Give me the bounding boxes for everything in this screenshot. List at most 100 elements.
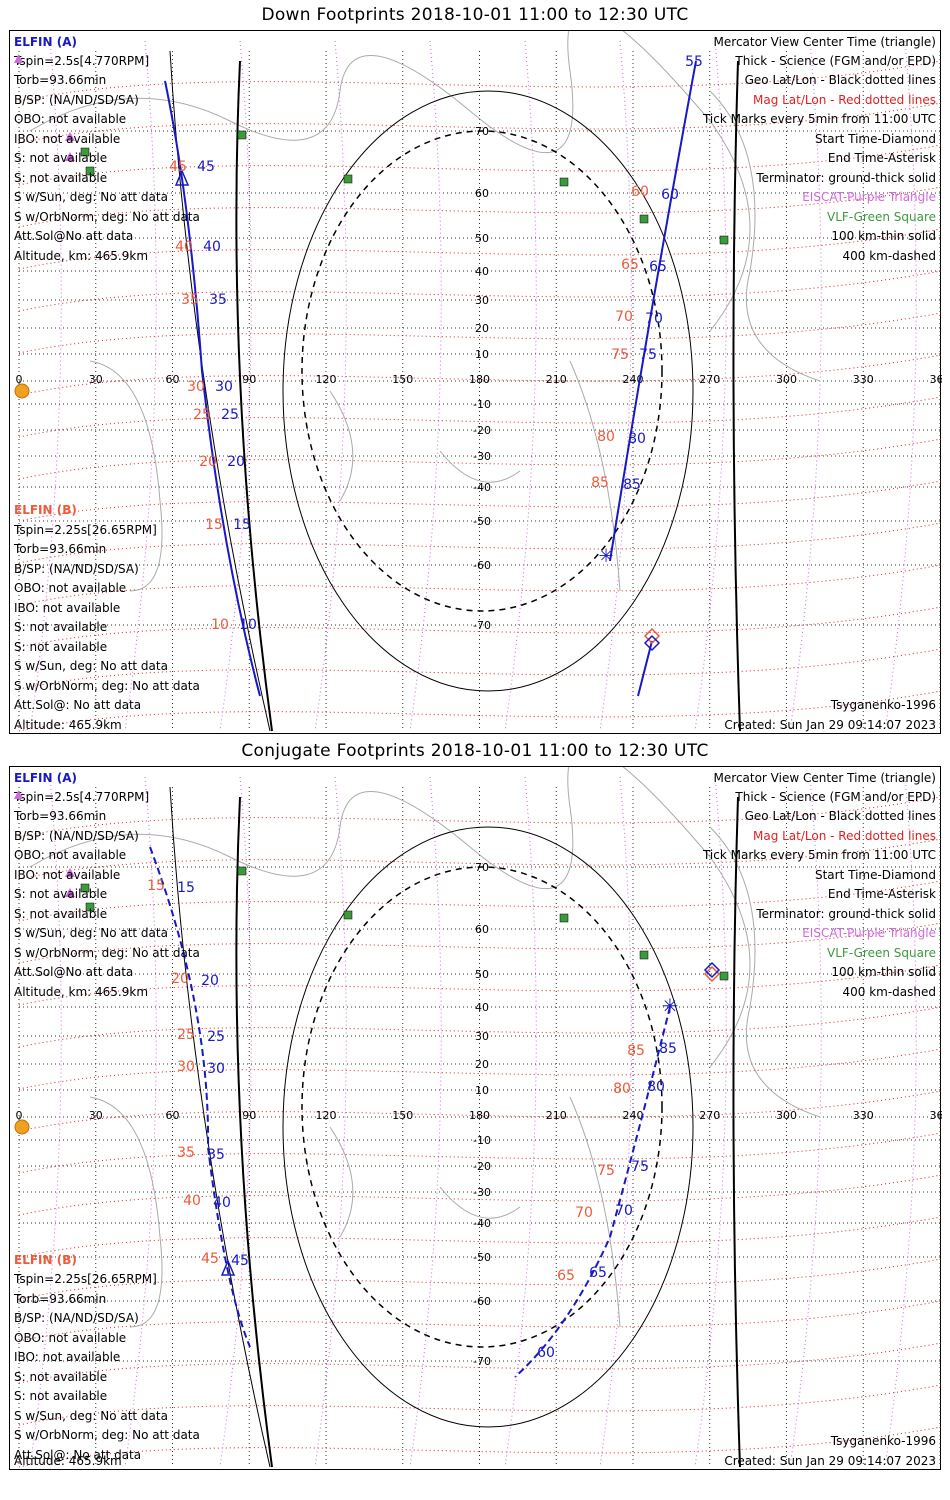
legend-eiscat: EISCAT-Purple Triangle (802, 926, 936, 940)
mag-lon-line (409, 40, 442, 732)
mag-lat-line (18, 648, 942, 690)
legend-100km: 100 km-thin solid (831, 965, 936, 979)
track-tick-b: 85 (627, 1043, 645, 1059)
mag-lat-line (18, 102, 942, 144)
track-tick-a: 85 (623, 477, 641, 493)
elfin-a-name: ELFIN (A) (14, 35, 77, 49)
elfin-a-tspin: Tspin= 2.5s[4.770RPM] (14, 54, 150, 68)
continent-outline (29, 767, 821, 1328)
lat-label: -20 (473, 1160, 491, 1173)
mag-lon-line (409, 776, 442, 1468)
legend-geo-grid: Geo Lat/Lon - Black dotted lines (744, 73, 936, 87)
track-tick-a: 30 (215, 379, 233, 395)
mag-lat-line (18, 186, 942, 228)
track-tick-b: 25 (193, 407, 211, 423)
elfin-b-s2: S: not available (14, 1389, 108, 1403)
range-100km-ellipse (282, 826, 694, 1428)
mag-lat-line (18, 270, 942, 312)
square-icon (639, 950, 649, 960)
lon-label: 360 (930, 373, 943, 386)
lon-label: 30 (89, 373, 103, 386)
lon-label: 90 (242, 373, 256, 386)
terminator-line (235, 796, 273, 1468)
terminator-line (732, 60, 741, 732)
elfin-b-s1: S: not available (14, 1370, 108, 1384)
elfin-a-track (164, 80, 261, 697)
elfin-b-att: Att.Sol@: No att data (14, 1448, 142, 1462)
legend-vlf: VLF-Green Square (827, 210, 936, 224)
track-tick-a: 65 (649, 259, 667, 275)
lon-label: 330 (853, 1109, 874, 1122)
lat-label: -60 (473, 559, 491, 572)
legend-vlf: VLF-Green Square (827, 946, 936, 960)
purple-triangle-icon (14, 790, 23, 799)
track-tick-b: 30 (187, 379, 205, 395)
elfin-a-track (609, 60, 697, 562)
lon-label: 150 (392, 1109, 413, 1122)
legend-center-time: Mercator View Center Time (triangle) (713, 771, 936, 785)
lon-label: 180 (469, 373, 490, 386)
legend-center-time: Mercator View Center Time (triangle) (713, 35, 936, 49)
legend-end: End Time-Asterisk (827, 151, 936, 165)
map-frame: 0 30 60 90 120 150 180 210 240 270 300 330 360 70 60 50… (9, 30, 943, 734)
mag-lat-line (18, 1300, 942, 1342)
mag-lat-line (18, 522, 942, 564)
track-tick-a: 80 (647, 1079, 665, 1095)
triangle-icon (174, 169, 190, 186)
elfin-b-obo: OBO: not available (14, 1331, 127, 1345)
mag-lon-line (314, 40, 347, 732)
track-tick-b: 65 (557, 1268, 575, 1284)
lat-label: 60 (475, 923, 489, 936)
track-tick-b: 85 (591, 475, 609, 491)
track-tick-a: 55 (685, 54, 703, 70)
legend-science: Thick - Science (FGM and/or EPD) (735, 790, 936, 804)
legend-tick-marks: Tick Marks every 5min from 11:00 UTC (702, 112, 936, 126)
purple-triangle-icon (65, 152, 75, 161)
elfin-a-s1: S: not available (14, 887, 108, 901)
mag-lat-line (18, 144, 942, 186)
mag-lat-line (18, 228, 942, 270)
purple-triangle-icon (65, 132, 75, 141)
track-tick-a: 25 (207, 1029, 225, 1045)
track-tick-b: 15 (205, 517, 223, 533)
track-tick-a: 70 (615, 1203, 633, 1219)
track-tick-b: 20 (171, 971, 189, 987)
elfin-a-s-orb: S w/OrbNorm, deg: No att data (14, 210, 200, 224)
mag-lon-line (504, 776, 537, 1468)
track-tick-b: 35 (181, 292, 199, 308)
track-tick-a: 75 (639, 347, 657, 363)
lon-label: 240 (623, 1109, 644, 1122)
elfin-b-tspin: Tspin=2.25s[26.65RPM] (14, 1272, 157, 1286)
lat-label: -50 (473, 515, 491, 528)
lat-label: -40 (473, 481, 491, 494)
legend-400km: 400 km-dashed (842, 985, 936, 999)
legend-eiscat: EISCAT-Purple Triangle (802, 190, 936, 204)
lat-label: -40 (473, 1217, 491, 1230)
mag-lat-line (18, 480, 942, 522)
range-100km-ellipse (282, 90, 694, 692)
asterisk-icon: ✳ (598, 546, 613, 567)
lon-label: 60 (166, 1109, 180, 1122)
square-icon (237, 130, 247, 140)
lon-label: 270 (699, 1109, 720, 1122)
elfin-b-s-orb: S w/OrbNorm, deg: No att data (14, 679, 200, 693)
square-icon (85, 166, 95, 176)
lat-label: 30 (475, 294, 489, 307)
elfin-b-ibo: IBO: not available (14, 1350, 121, 1364)
square-icon (80, 883, 90, 893)
legend-terminator: Terminator: ground-thick solid (756, 171, 936, 185)
mag-lat-line (18, 1426, 942, 1468)
mag-lat-line (18, 606, 942, 648)
square-icon (559, 913, 569, 923)
legend-terminator: Terminator: ground-thick solid (756, 907, 936, 921)
square-icon (80, 147, 90, 157)
mag-lat-line (18, 438, 942, 480)
track-tick-a: 35 (209, 292, 227, 308)
track-tick-a: 45 (231, 1253, 249, 1269)
purple-triangle-icon (14, 54, 23, 63)
mag-lat-line (18, 1090, 942, 1132)
lat-label: 30 (475, 1030, 489, 1043)
lon-label: 90 (242, 1109, 256, 1122)
elfin-a-s-orb: S w/OrbNorm, deg: No att data (14, 946, 200, 960)
square-icon (639, 214, 649, 224)
